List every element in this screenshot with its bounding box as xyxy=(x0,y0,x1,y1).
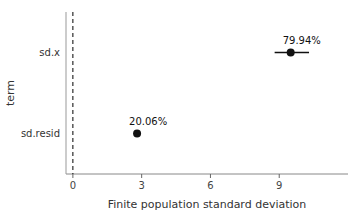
x-tick xyxy=(210,174,211,178)
x-tick-label: 3 xyxy=(138,180,144,191)
x-axis-label: Finite population standard deviation xyxy=(108,198,307,211)
y-tick-label: sd.x xyxy=(39,47,60,58)
x-tick xyxy=(72,174,73,178)
reference-line xyxy=(72,12,73,174)
point-label: 79.94% xyxy=(283,35,321,46)
dot xyxy=(287,49,295,57)
chart: 0 3 6 9 sd.x sd.resid Finite population standa… xyxy=(0,0,360,216)
y-axis-label: term xyxy=(4,80,17,106)
x-tick-label: 0 xyxy=(70,180,76,191)
dot xyxy=(133,130,141,138)
point-label: 20.06% xyxy=(129,116,167,127)
y-axis-line xyxy=(66,12,67,174)
plot-area xyxy=(73,12,309,174)
y-tick-label: sd.resid xyxy=(21,128,60,139)
x-tick xyxy=(141,174,142,178)
x-tick-label: 6 xyxy=(207,180,213,191)
x-tick xyxy=(279,174,280,178)
x-axis-line xyxy=(66,174,348,175)
x-tick-label: 9 xyxy=(276,180,282,191)
